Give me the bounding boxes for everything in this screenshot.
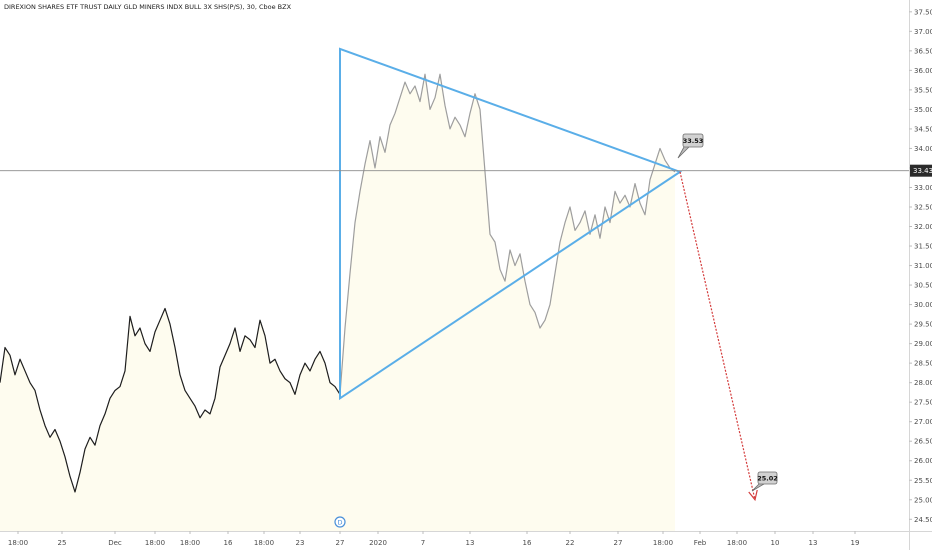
time-tick-label: 7: [421, 539, 425, 547]
time-tick-label: 13: [466, 539, 475, 547]
price-tick-label: 25.00: [914, 496, 932, 504]
current-price-label: 33.43: [913, 167, 932, 175]
callout-box: [682, 133, 704, 148]
price-line-dark: [0, 307, 341, 493]
time-tick-label: 16: [523, 539, 532, 547]
price-line-light: [339, 73, 676, 395]
time-tick-label: 18:00: [8, 539, 28, 547]
time-tick-label: 18:00: [180, 539, 200, 547]
price-tick-label: 34.50: [914, 125, 932, 133]
time-tick-label: 25: [58, 539, 67, 547]
callout-box: [757, 471, 778, 485]
price-tick-label: 28.00: [914, 379, 932, 387]
price-tick-label: 36.00: [914, 67, 932, 75]
price-tick-label: 35.50: [914, 86, 932, 94]
callout-pointer: [677, 146, 690, 159]
event-marker-label: D: [337, 519, 342, 527]
price-tick-label: 32.00: [914, 223, 932, 231]
chart-title: DIREXION SHARES ETF TRUST DAILY GLD MINE…: [4, 3, 292, 11]
triangle-pattern: [339, 47, 683, 401]
time-tick-label: Dec: [108, 539, 122, 547]
time-tick-label: 19: [851, 539, 860, 547]
price-tick-label: 27.50: [914, 399, 932, 407]
price-axis-labels: 37.50 37.00 36.50 36.00 35.50 35.00 34.50 34.00…: [909, 8, 932, 524]
price-tick-label: 25.50: [914, 477, 932, 485]
price-tick-label: 37.50: [914, 8, 932, 16]
price-tick-label: 32.50: [914, 203, 932, 211]
price-tick-label: 34.00: [914, 145, 932, 153]
time-axis-labels: 18:00 25 Dec 18:00 18:00 16 18:00 23 27 2020 7 13 16…: [8, 531, 860, 547]
event-marker-icon: [334, 516, 346, 528]
time-tick-label: 16: [224, 539, 233, 547]
price-area-fill: [0, 74, 675, 532]
price-tick-label: 36.50: [914, 47, 932, 55]
price-line-layer: [0, 73, 676, 493]
time-tick-label: 18:00: [254, 539, 274, 547]
price-tick-label: 26.00: [914, 457, 932, 465]
drawing-layer: [339, 47, 758, 502]
callout-label: 33.53: [683, 137, 704, 145]
price-tick-label: 29.00: [914, 340, 932, 348]
current-price-tag: [910, 164, 932, 177]
time-tick-label: 10: [771, 539, 780, 547]
price-tick-label: 37.00: [914, 28, 932, 36]
price-tick-label: 30.50: [914, 282, 932, 290]
price-tick-label: 26.50: [914, 438, 932, 446]
price-tick-label: 29.50: [914, 321, 932, 329]
time-tick-label: 18:00: [727, 539, 747, 547]
time-tick-label: 27: [336, 539, 345, 547]
projection-arrow-head: [748, 489, 758, 502]
time-tick-label: 22: [566, 539, 575, 547]
price-tick-label: 24.50: [914, 516, 932, 524]
price-tick-label: 31.50: [914, 243, 932, 251]
price-tick-label: 31.00: [914, 262, 932, 270]
price-tick-label: 27.00: [914, 418, 932, 426]
callout-label: 25.02: [757, 475, 778, 483]
time-tick-label: 13: [809, 539, 818, 547]
time-tick-label: Feb: [694, 539, 707, 547]
area-fill-layer: [0, 74, 675, 532]
time-tick-label: 27: [614, 539, 623, 547]
callout-pointer: [751, 483, 765, 492]
overlay-layer: 33.43 33.53 25.02 D: [0, 133, 932, 528]
price-tick-label: 30.00: [914, 301, 932, 309]
time-tick-label: 18:00: [653, 539, 673, 547]
projection-arrow-line: [679, 171, 756, 500]
time-tick-label: 2020: [369, 539, 387, 547]
time-tick-label: 23: [296, 539, 305, 547]
price-tick-label: 35.00: [914, 106, 932, 114]
price-tick-label: 28.50: [914, 360, 932, 368]
price-tick-label: 33.00: [914, 184, 932, 192]
time-tick-label: 18:00: [145, 539, 165, 547]
